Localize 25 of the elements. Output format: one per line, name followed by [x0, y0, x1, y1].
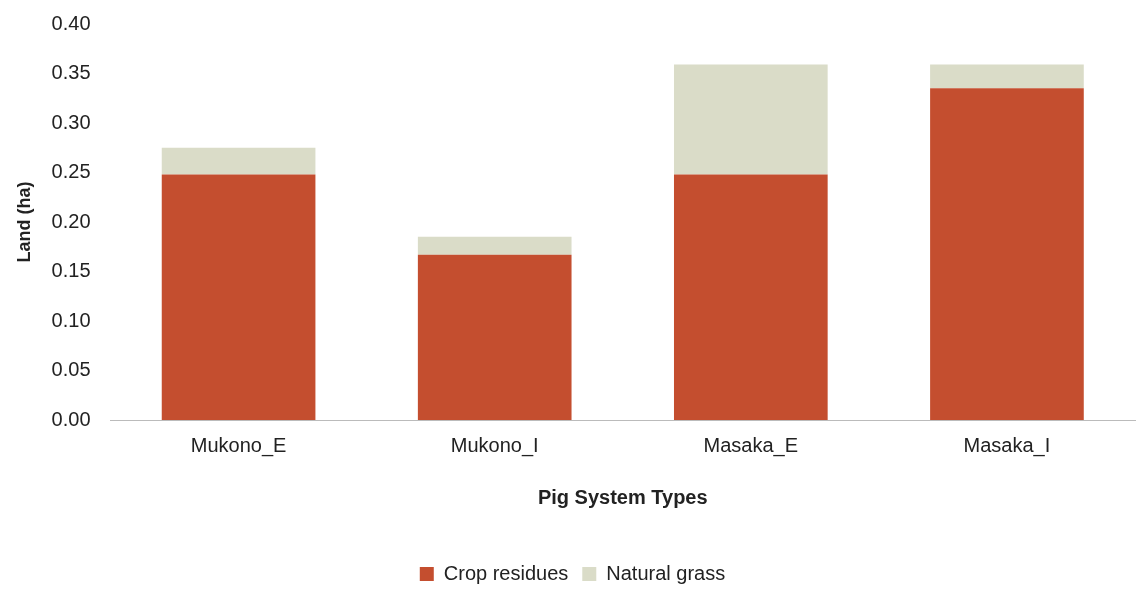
bar — [417, 236, 572, 255]
y-tick-label: 0.30 — [51, 110, 91, 133]
bar — [673, 174, 828, 420]
legend-label: Crop residues — [443, 561, 569, 584]
y-tick-label: 0.20 — [51, 209, 91, 232]
y-tick-label: 0.25 — [51, 160, 91, 183]
y-tick-label: 0.00 — [51, 407, 91, 430]
x-axis-title: Pig System Types — [537, 485, 708, 508]
x-tick-label: Mukono_I — [450, 433, 539, 457]
legend-label: Natural grass — [606, 561, 726, 584]
y-tick-label: 0.35 — [51, 61, 91, 84]
bar — [417, 254, 572, 420]
y-tick-label: 0.10 — [51, 308, 91, 331]
bar — [161, 174, 316, 420]
y-tick-label: 0.40 — [51, 11, 91, 34]
y-tick-label: 0.15 — [51, 259, 91, 282]
x-tick-label: Mukono_E — [190, 433, 287, 457]
x-tick-label: Masaka_E — [703, 433, 799, 457]
y-tick-label: 0.05 — [51, 358, 91, 381]
x-tick-label: Masaka_I — [963, 433, 1051, 457]
bar — [161, 147, 316, 175]
y-axis-title: Land (ha) — [13, 181, 34, 263]
bar — [930, 88, 1084, 420]
bar — [930, 64, 1084, 89]
bar — [673, 64, 828, 175]
